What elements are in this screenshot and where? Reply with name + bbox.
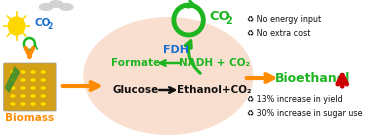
Ellipse shape — [30, 86, 36, 90]
Ellipse shape — [10, 102, 16, 106]
Text: NADH + CO₂: NADH + CO₂ — [179, 58, 250, 68]
Text: Bioethanol: Bioethanol — [275, 71, 350, 84]
Text: Glucose: Glucose — [112, 85, 158, 95]
Text: Ethanol+CO₂: Ethanol+CO₂ — [177, 85, 252, 95]
Ellipse shape — [30, 78, 36, 82]
Ellipse shape — [20, 86, 26, 90]
Ellipse shape — [20, 94, 26, 98]
Ellipse shape — [30, 102, 36, 106]
Text: ♻ 30% increase in sugar use: ♻ 30% increase in sugar use — [246, 109, 362, 119]
Ellipse shape — [20, 70, 26, 74]
Ellipse shape — [10, 78, 16, 82]
Text: Biomass: Biomass — [5, 113, 54, 123]
Ellipse shape — [49, 0, 64, 8]
Ellipse shape — [40, 102, 46, 106]
Ellipse shape — [40, 86, 46, 90]
Text: FDH: FDH — [163, 45, 189, 55]
Text: 2: 2 — [48, 22, 53, 31]
Ellipse shape — [20, 102, 26, 106]
Ellipse shape — [10, 70, 16, 74]
Text: ♻ No energy input: ♻ No energy input — [246, 15, 321, 25]
Ellipse shape — [59, 3, 74, 11]
Text: ♻ 13% increase in yield: ♻ 13% increase in yield — [246, 95, 342, 104]
Polygon shape — [5, 66, 20, 93]
Ellipse shape — [30, 70, 36, 74]
Ellipse shape — [40, 94, 46, 98]
Ellipse shape — [83, 17, 254, 135]
Text: ♻ No extra cost: ♻ No extra cost — [246, 29, 310, 38]
Ellipse shape — [10, 94, 16, 98]
Ellipse shape — [39, 3, 53, 11]
Ellipse shape — [40, 70, 46, 74]
Text: CO: CO — [34, 18, 50, 28]
Text: 2: 2 — [225, 16, 232, 26]
Ellipse shape — [20, 78, 26, 82]
Text: Formate: Formate — [111, 58, 160, 68]
FancyBboxPatch shape — [4, 63, 56, 111]
Ellipse shape — [10, 86, 16, 90]
Ellipse shape — [30, 94, 36, 98]
Circle shape — [8, 17, 25, 35]
Text: CO: CO — [210, 10, 231, 23]
Ellipse shape — [40, 78, 46, 82]
